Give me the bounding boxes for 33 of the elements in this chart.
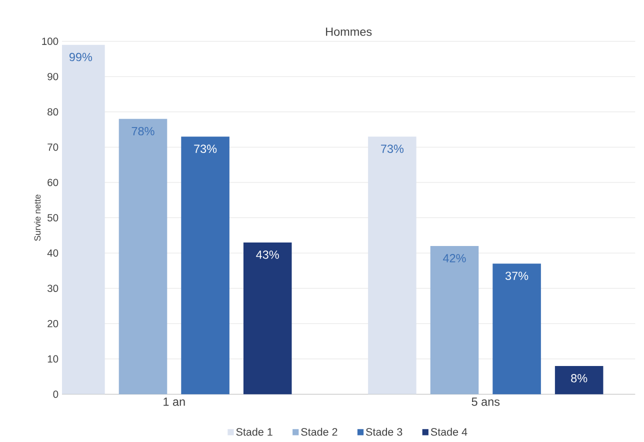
bar xyxy=(430,246,479,394)
y-tick-label: 20 xyxy=(48,320,58,328)
bar xyxy=(492,263,541,394)
data-label: 99% xyxy=(69,52,92,61)
legend-label: Stade 2 xyxy=(301,428,338,436)
bar xyxy=(118,118,168,394)
legend-label: Stade 3 xyxy=(366,428,402,436)
legend-label: Stade 4 xyxy=(430,428,468,436)
data-label: 43% xyxy=(256,250,279,259)
x-tick-label: 5 ans xyxy=(472,398,500,406)
data-label: 73% xyxy=(194,144,217,153)
data-label: 37% xyxy=(505,272,528,280)
y-tick-label: 90 xyxy=(48,72,58,80)
data-label: 73% xyxy=(381,144,404,153)
data-label: 78% xyxy=(132,126,154,136)
y-tick-label: 70 xyxy=(48,143,58,151)
y-tick-label: 80 xyxy=(48,108,58,116)
data-label: 8% xyxy=(571,374,588,382)
bar xyxy=(181,136,230,394)
legend-label: Stade 1 xyxy=(236,428,272,436)
bar xyxy=(243,242,292,394)
bar xyxy=(554,366,604,394)
y-tick-label: 60 xyxy=(48,178,58,186)
y-axis-title: Survie nette xyxy=(34,194,41,241)
y-tick-label: 0 xyxy=(53,390,58,398)
chart-title: Hommes xyxy=(326,28,372,36)
data-label: 42% xyxy=(443,254,466,262)
y-tick-label: 10 xyxy=(48,355,58,362)
y-tick-label: 100 xyxy=(42,37,58,45)
y-tick-label: 30 xyxy=(47,284,58,292)
x-tick-label: 1 an xyxy=(164,398,185,406)
y-tick-label: 50 xyxy=(48,214,58,222)
y-tick-label: 40 xyxy=(47,249,58,257)
